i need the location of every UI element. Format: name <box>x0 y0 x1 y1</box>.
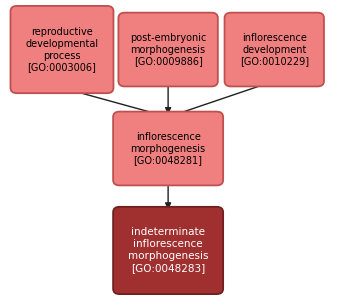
FancyBboxPatch shape <box>113 207 223 294</box>
FancyBboxPatch shape <box>225 13 324 86</box>
Text: reproductive
developmental
process
[GO:0003006]: reproductive developmental process [GO:0… <box>25 27 99 73</box>
Text: indeterminate
inflorescence
morphogenesis
[GO:0048283]: indeterminate inflorescence morphogenesi… <box>128 227 208 274</box>
Text: inflorescence
development
[GO:0010229]: inflorescence development [GO:0010229] <box>240 32 309 66</box>
Text: inflorescence
morphogenesis
[GO:0048281]: inflorescence morphogenesis [GO:0048281] <box>131 132 206 166</box>
FancyBboxPatch shape <box>10 6 113 93</box>
Text: post-embryonic
morphogenesis
[GO:0009886]: post-embryonic morphogenesis [GO:0009886… <box>130 32 206 66</box>
FancyBboxPatch shape <box>113 112 223 185</box>
FancyBboxPatch shape <box>118 13 218 86</box>
